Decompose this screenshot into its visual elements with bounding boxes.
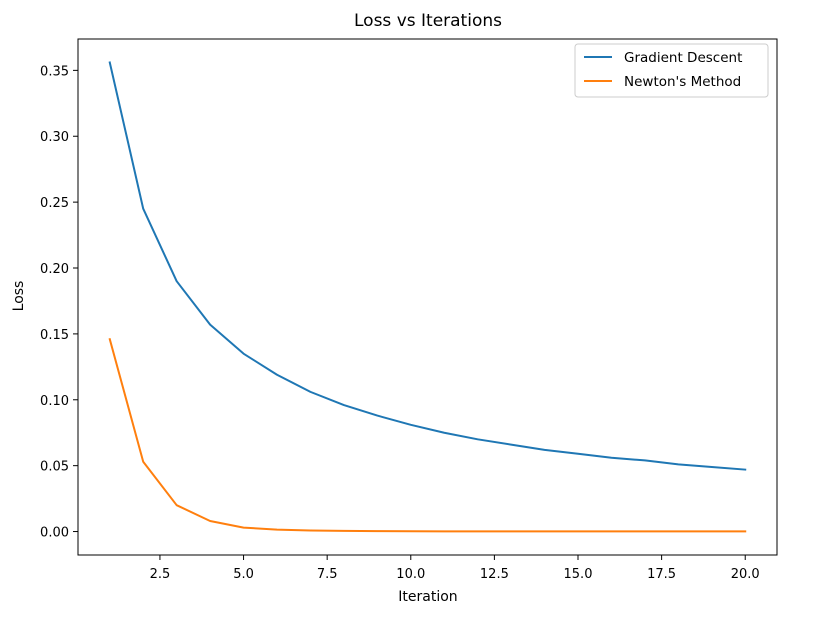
legend-label-newtons-method: Newton's Method <box>624 74 741 90</box>
y-tick-label: 0.15 <box>40 328 69 343</box>
x-tick-label: 2.5 <box>150 567 171 582</box>
y-tick-label: 0.20 <box>40 262 69 277</box>
y-tick-label: 0.10 <box>40 394 69 409</box>
legend-label-gradient-descent: Gradient Descent <box>624 50 742 66</box>
y-tick-label: 0.05 <box>40 460 69 475</box>
x-axis-label: Iteration <box>398 589 457 605</box>
plot-area <box>108 61 747 533</box>
x-tick-label: 7.5 <box>317 567 338 582</box>
legend: Gradient Descent Newton's Method <box>574 43 769 98</box>
y-tick-label: 0.35 <box>40 64 69 79</box>
x-tick-label: 20.0 <box>731 567 760 582</box>
x-axis: 2.5 5.0 7.5 10.0 12.5 15.0 17.5 20.0 <box>150 555 760 582</box>
x-tick-label: 12.5 <box>480 567 509 582</box>
legend-box <box>574 43 769 98</box>
y-tick-label: 0.30 <box>40 130 69 145</box>
y-tick-label: 0.25 <box>40 196 69 211</box>
y-axis-label: Loss <box>11 281 27 312</box>
x-tick-label: 10.0 <box>396 567 425 582</box>
x-tick-label: 5.0 <box>233 567 254 582</box>
x-tick-label: 15.0 <box>564 567 593 582</box>
series-line-gradient-descent <box>108 61 747 471</box>
y-tick-label: 0.00 <box>40 526 69 541</box>
chart-title: Loss vs Iterations <box>354 11 502 31</box>
series-line-newton-s-method <box>108 337 747 533</box>
plot-frame <box>77 38 778 556</box>
x-tick-label: 17.5 <box>647 567 676 582</box>
y-axis: 0.00 0.05 0.10 0.15 0.20 0.25 0.30 0.35 <box>40 64 78 541</box>
